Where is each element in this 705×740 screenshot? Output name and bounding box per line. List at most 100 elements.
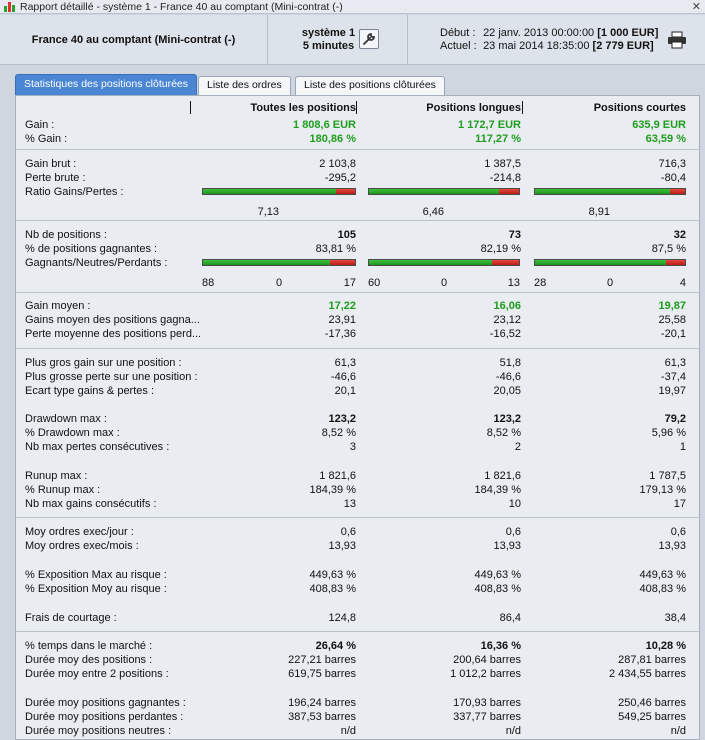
close-icon[interactable]: ✕ (691, 1, 701, 13)
stat-value: 26,64 % (315, 640, 356, 652)
ratio-bar (534, 259, 686, 266)
stat-row-nb-pos: Nb de positions : 105 73 32 (16, 228, 701, 242)
tab-closed-positions-list[interactable]: Liste des positions clôturées (295, 76, 445, 95)
stat-label: Durée moy entre 2 positions : (25, 668, 169, 680)
column-header-all: Toutes les positions (250, 102, 356, 114)
winners-count: 88 (202, 277, 215, 289)
period-info: Début : 22 janv. 2013 00:00:00 [1 000 EU… (408, 15, 705, 65)
stat-row-duree-neutres: Durée moy positions neutres : n/d n/d n/d (16, 724, 701, 738)
stat-value: 19,87 (658, 300, 686, 312)
start-label: Début : (440, 27, 476, 39)
stat-label: Gain moyen : (25, 300, 91, 312)
stat-value: 8,52 % (486, 427, 521, 439)
window-title: Rapport détaillé - système 1 - France 40… (20, 1, 343, 13)
stat-row-perte-moyenne: Perte moyenne des positions perd... -17,3… (16, 327, 701, 341)
stat-label: Nb max gains consécutifs : (25, 498, 157, 510)
section-separator (16, 220, 701, 221)
stat-row-pct-runup: % Runup max : 184,39 % 184,39 % 179,13 % (16, 483, 701, 497)
stat-value: -46,6 (330, 371, 356, 383)
ratio-bar-loss (666, 260, 685, 265)
stat-row-expo-max: % Exposition Max au risque : 449,63 % 449,… (16, 568, 701, 582)
ratio-value: 8,91 (588, 206, 610, 218)
neutral-count: 0 (440, 277, 448, 289)
stat-label: Durée moy positions neutres : (25, 725, 172, 737)
stat-value: 1 787,5 (649, 470, 686, 482)
current-amount: [2 779 EUR] (592, 40, 654, 52)
wrench-icon[interactable] (359, 29, 379, 49)
stat-value: n/d (505, 725, 521, 737)
stat-row-plus-gros-gain: Plus gros gain sur une position : 61,3 51,… (16, 356, 701, 370)
tab-closed-positions-stats[interactable]: Statistiques des positions clôturées (15, 74, 198, 95)
system-info: système 1 5 minutes (268, 15, 408, 65)
stat-value: 2 (514, 441, 521, 453)
start-value: 22 janv. 2013 00:00:00 (483, 27, 595, 39)
section-separator (16, 631, 701, 632)
title-bar: Rapport détaillé - système 1 - France 40… (0, 0, 705, 14)
stat-value: 287,81 barres (618, 654, 686, 666)
stat-value: 13,93 (328, 540, 356, 552)
stat-label: Runup max : (25, 470, 88, 482)
stat-value: 387,53 barres (288, 711, 356, 723)
stat-value: 0,6 (340, 526, 356, 538)
stat-value: -17,36 (324, 328, 356, 340)
stat-value: 1 172,7 EUR (458, 119, 521, 131)
ratio-bar (368, 188, 520, 195)
stat-value: 449,63 % (309, 569, 356, 581)
stat-value: 184,39 % (474, 484, 521, 496)
stat-value: 13 (343, 498, 356, 510)
report-header: France 40 au comptant (Mini-contrat (-) … (0, 15, 705, 65)
stat-value: 196,24 barres (288, 697, 356, 709)
current-value: 23 mai 2014 18:35:00 (483, 40, 590, 52)
stat-value: 1 (679, 441, 686, 453)
stat-value: 200,64 barres (453, 654, 521, 666)
stat-value: -295,2 (324, 172, 356, 184)
stat-value: 61,3 (664, 357, 686, 369)
stat-value: 86,4 (499, 612, 521, 624)
stat-label: % Runup max : (25, 484, 101, 496)
stat-label: Perte brute : (25, 172, 86, 184)
stat-row-drawdown: Drawdown max : 123,2 123,2 79,2 (16, 412, 701, 426)
neutral-count: 0 (606, 277, 614, 289)
stat-value: 105 (337, 229, 356, 241)
stat-value: 635,9 EUR (632, 119, 686, 131)
report-panel: Statistiques des positions clôturées Lis… (10, 72, 701, 740)
stat-value: 179,13 % (639, 484, 686, 496)
stat-row-gain-brut: Gain brut : 2 103,8 1 387,5 716,3 (16, 157, 701, 171)
stat-value: 1 821,6 (484, 470, 521, 482)
section-separator (16, 348, 701, 349)
stat-row-gains-moyen-gagn: Gains moyen des positions gagna... 23,91 2… (16, 313, 701, 327)
tab-order-list[interactable]: Liste des ordres (198, 76, 291, 95)
stat-row-runup: Runup max : 1 821,6 1 821,6 1 787,5 (16, 469, 701, 483)
stat-value: -20,1 (660, 328, 686, 340)
stat-value: -214,8 (489, 172, 521, 184)
stat-value: 549,25 barres (618, 711, 686, 723)
stat-value: 63,59 % (645, 133, 686, 145)
stat-label: Plus grosse perte sur une position : (25, 371, 198, 383)
stat-label: % de positions gagnantes : (25, 243, 158, 255)
column-header-long: Positions longues (426, 102, 521, 114)
stat-row-pct-gagnantes: % de positions gagnantes : 83,81 % 82,19 %… (16, 242, 701, 256)
stat-value: 0,6 (670, 526, 686, 538)
stat-value: 449,63 % (639, 569, 686, 581)
stat-row-plus-grosse-perte: Plus grosse perte sur une position : -46,… (16, 370, 701, 384)
stat-label: % Exposition Max au risque : (25, 569, 167, 581)
losers-count: 4 (679, 277, 686, 289)
stat-value: 16,36 % (480, 640, 521, 652)
stat-label: % temps dans le marché : (25, 640, 153, 652)
stat-value: 123,2 (328, 413, 356, 425)
stat-label: Durée moy des positions : (25, 654, 153, 666)
stat-value: 619,75 barres (288, 668, 356, 680)
stat-value: 13,93 (658, 540, 686, 552)
ratio-bar-loss (336, 189, 355, 194)
printer-icon[interactable] (667, 31, 687, 49)
stat-label: Gain brut : (25, 158, 77, 170)
stat-value: -16,52 (489, 328, 521, 340)
stat-value: 117,27 % (475, 133, 521, 145)
stat-row-moy-mois: Moy ordres exec/mois : 13,93 13,93 13,93 (16, 539, 701, 553)
stat-row-frais: Frais de courtage : 124,8 86,4 38,4 (16, 611, 701, 625)
stat-value: -46,6 (495, 371, 521, 383)
stat-value: 17,22 (328, 300, 356, 312)
stat-row-ecart-type: Ecart type gains & pertes : 20,1 20,05 19,9… (16, 384, 701, 398)
stat-label: Ratio Gains/Pertes : (25, 186, 124, 198)
current-label: Actuel : (440, 40, 477, 52)
